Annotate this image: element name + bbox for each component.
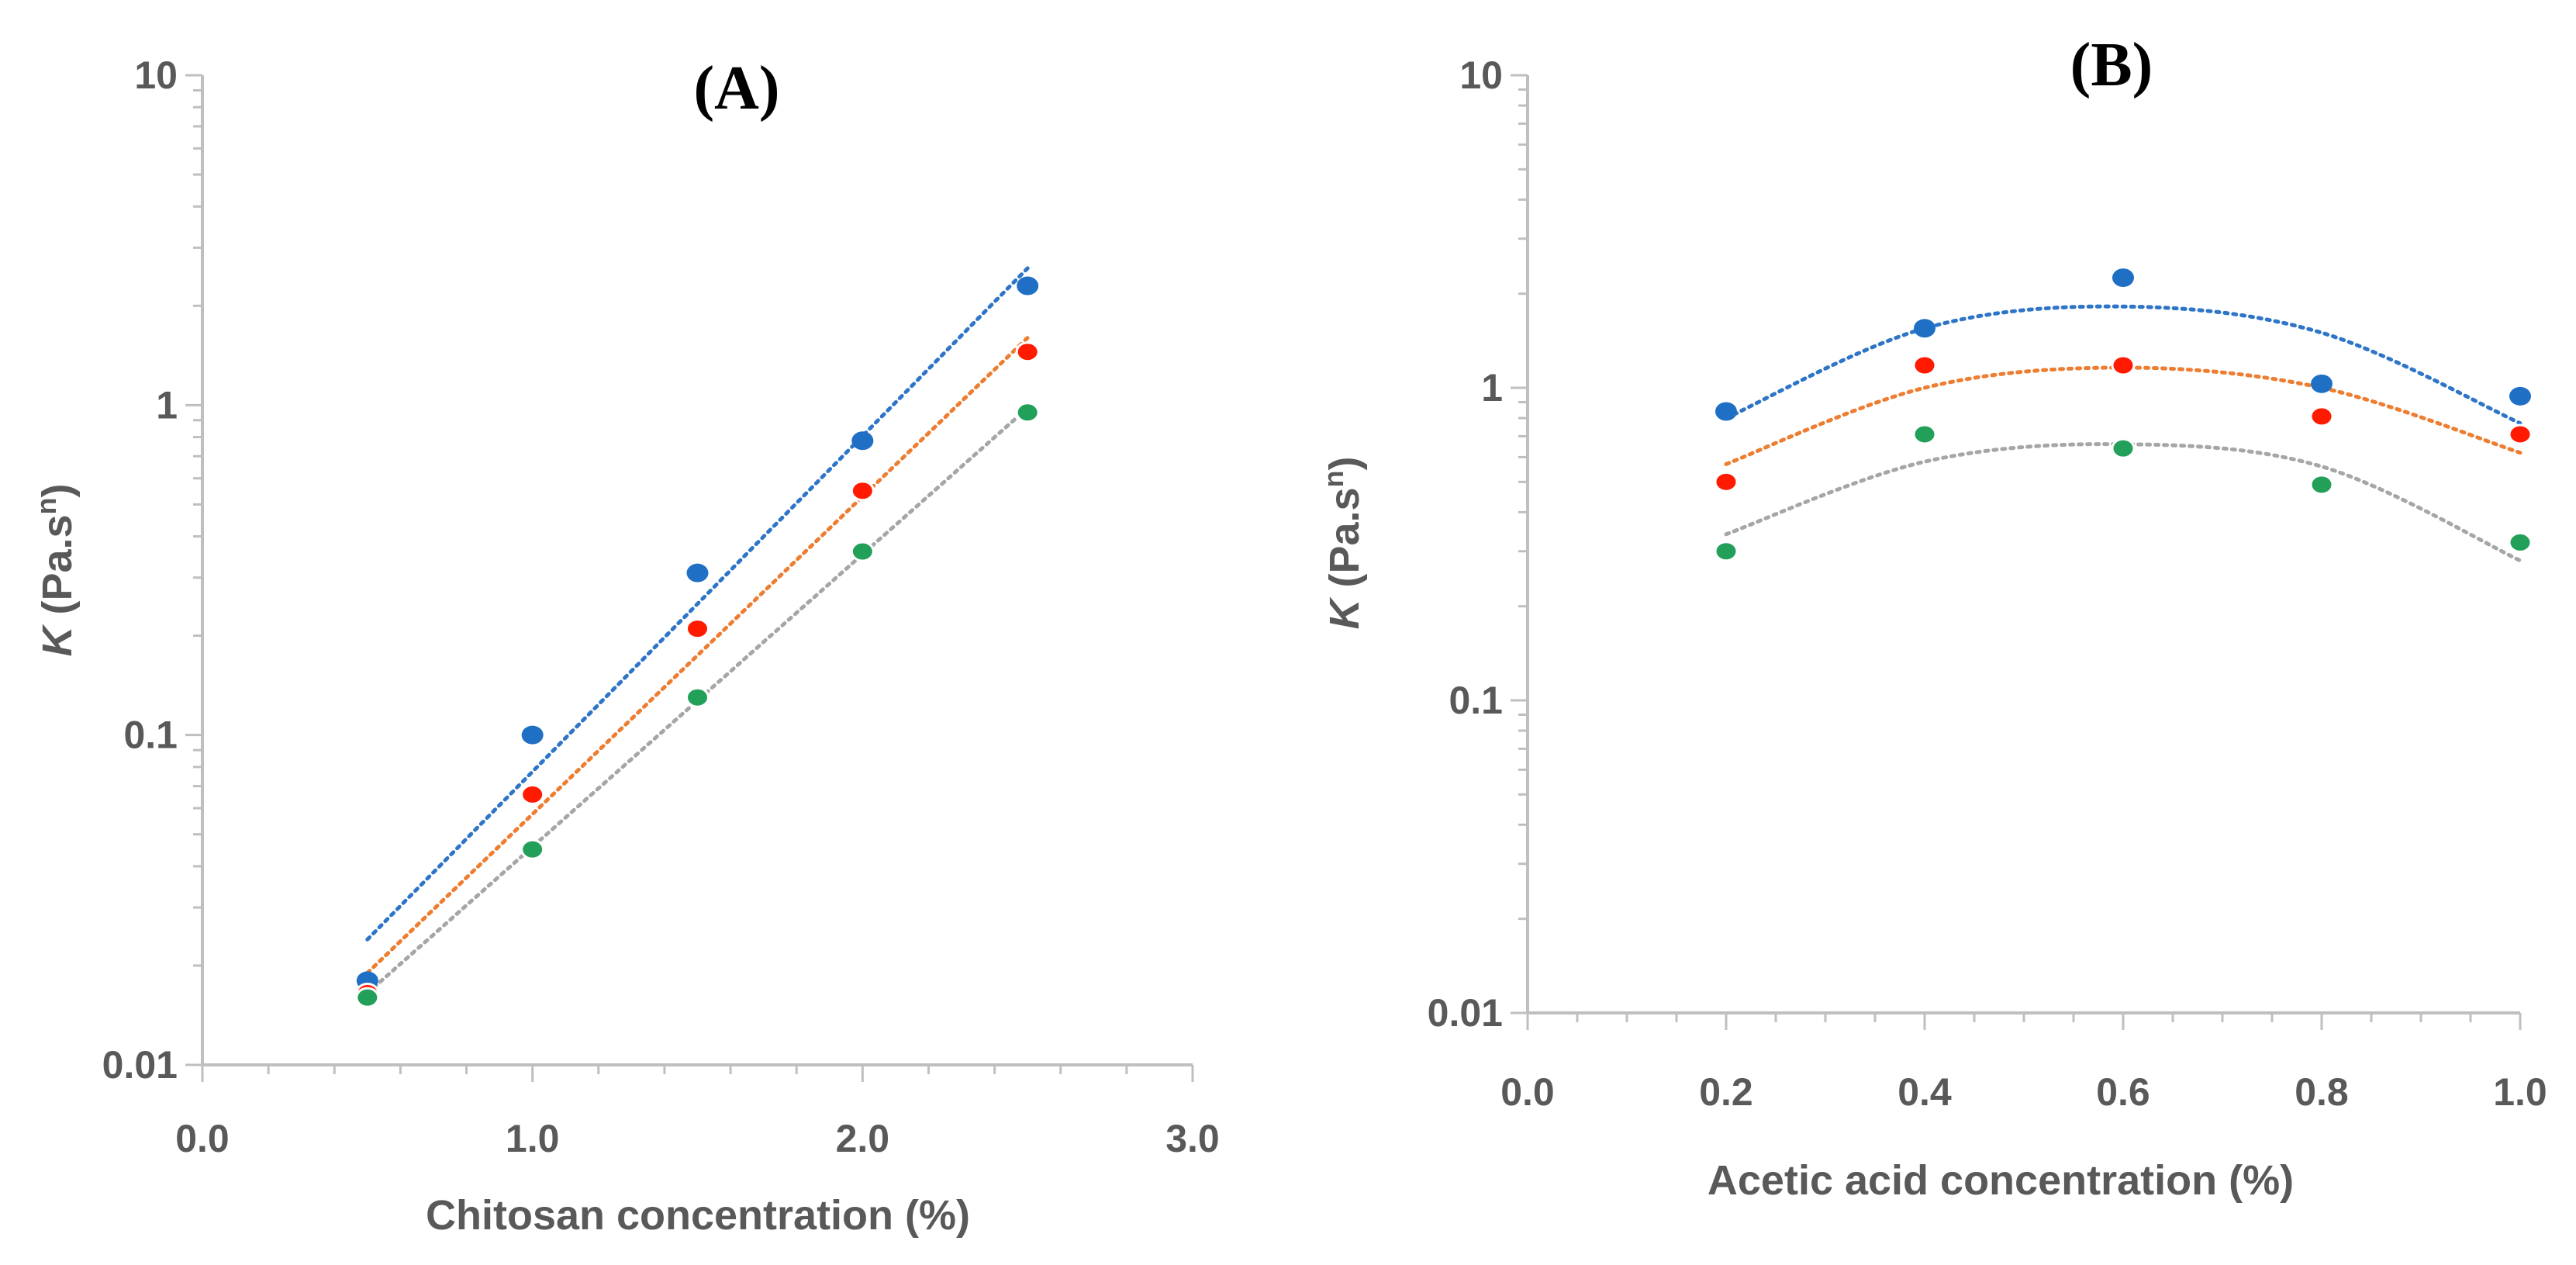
chart-b-point-green <box>2309 474 2334 496</box>
chart-a-y-axis-title-unit: (Pa.s <box>34 514 81 626</box>
chart-a-panel-label: (A) <box>693 54 779 123</box>
chart-a-trendline-red <box>365 336 1030 975</box>
chart-b-point-green <box>2508 531 2533 553</box>
chart-a-x-axis-title: Chitosan concentration (%) <box>426 1192 970 1239</box>
chart-b-y-axis-title-close: ) <box>1321 456 1368 470</box>
chart-a-point-red <box>685 618 710 640</box>
chart-a-y-tick-label: 0.01 <box>102 1043 178 1087</box>
chart-a-point-blue <box>521 725 544 745</box>
chart-b-point-red <box>1714 471 1739 493</box>
chart-b-point-blue <box>2112 268 2134 288</box>
chart-a-x-tick-label: 1.0 <box>506 1117 560 1160</box>
chart-a-trendline-green <box>365 406 1030 995</box>
chart-b-x-tick-label: 0.4 <box>1897 1070 1952 1114</box>
chart-b-y-tick-label: 10 <box>1459 54 1503 97</box>
chart-a-point-green <box>1015 402 1040 423</box>
chart-b-x-tick-label: 0.2 <box>1699 1070 1753 1114</box>
chart-a-point-green <box>355 987 380 1008</box>
chart-b-trendline-blue <box>1724 304 2522 426</box>
chart-a-point-green <box>520 838 545 860</box>
chart-b-point-green <box>2111 437 2136 459</box>
chart-b-y-axis-title: K (Pa.sn) <box>1317 456 1368 629</box>
chart-a-y-axis-title-symbol: K <box>34 624 81 657</box>
chart-a-point-red <box>1015 341 1040 363</box>
chart-a-point-red <box>850 480 875 502</box>
chart-b-x-tick-label: 0.6 <box>2096 1070 2150 1114</box>
chart-a-point-blue <box>1017 276 1039 296</box>
chart-b-point-green <box>1714 541 1739 562</box>
chart-a-point-green <box>850 541 875 562</box>
chart-b-y-axis-title-sup: n <box>1317 470 1349 487</box>
chart-a-y-tick-label: 10 <box>134 54 178 97</box>
chart-a-y-tick-label: 0.1 <box>123 714 178 757</box>
chart-a-y-axis-title-sup: n <box>30 497 62 514</box>
chart-b-x-tick-label: 0.8 <box>2295 1070 2349 1114</box>
chart-b-point-red <box>2111 354 2136 376</box>
chart-b-point-red <box>2309 406 2334 427</box>
chart-a-point-blue <box>851 431 874 451</box>
chart-a-x-tick-label: 3.0 <box>1165 1117 1220 1160</box>
chart-a-point-green <box>685 686 710 708</box>
chart-b-point-blue <box>2509 386 2531 406</box>
chart-b-x-axis-title: Acetic acid concentration (%) <box>1708 1157 2294 1204</box>
chart-b-y-tick-label: 1 <box>1481 366 1503 410</box>
chart-b-y-axis-title-unit: (Pa.s <box>1321 487 1368 599</box>
chart-b-trendline-green <box>1724 442 2522 563</box>
chart-a-x-tick-label: 0.0 <box>175 1117 230 1160</box>
chart-b-point-blue <box>2311 374 2333 393</box>
chart-b-point-blue <box>1715 402 1737 421</box>
chart-b-y-tick-label: 0.1 <box>1449 679 1503 722</box>
chart-b-point-blue <box>1914 319 1935 338</box>
chart-b: 0.01 0.1 1 10 0.0 0.2 0.4 0.6 0.8 1.0 (B) Acetic … <box>1317 31 2547 1204</box>
chart-b-x-tick-label: 0.0 <box>1500 1070 1555 1114</box>
chart-a-trendline-blue <box>365 266 1030 942</box>
chart-b-point-green <box>1912 423 1937 445</box>
chart-b-panel-label: (B) <box>2070 31 2153 99</box>
chart-b-point-red <box>1912 354 1937 376</box>
chart-a-y-axis-title: K (Pa.sn) <box>30 483 81 656</box>
chart-b-y-tick-label: 0.01 <box>1428 991 1503 1035</box>
chart-b-x-tick-label: 1.0 <box>2493 1070 2547 1114</box>
chart-a-y-tick-label: 1 <box>156 383 178 427</box>
chart-b-y-axis-title-symbol: K <box>1321 596 1368 630</box>
chart-a: 0.01 0.1 1 10 0.0 1.0 2.0 3.0 (A) Chitosan conc… <box>30 54 1220 1239</box>
chart-b-point-red <box>2508 423 2533 445</box>
chart-a-point-blue <box>686 563 709 582</box>
chart-a-x-tick-label: 2.0 <box>836 1117 890 1160</box>
chart-a-y-axis-title-close: ) <box>34 483 81 497</box>
chart-a-point-red <box>520 783 545 805</box>
